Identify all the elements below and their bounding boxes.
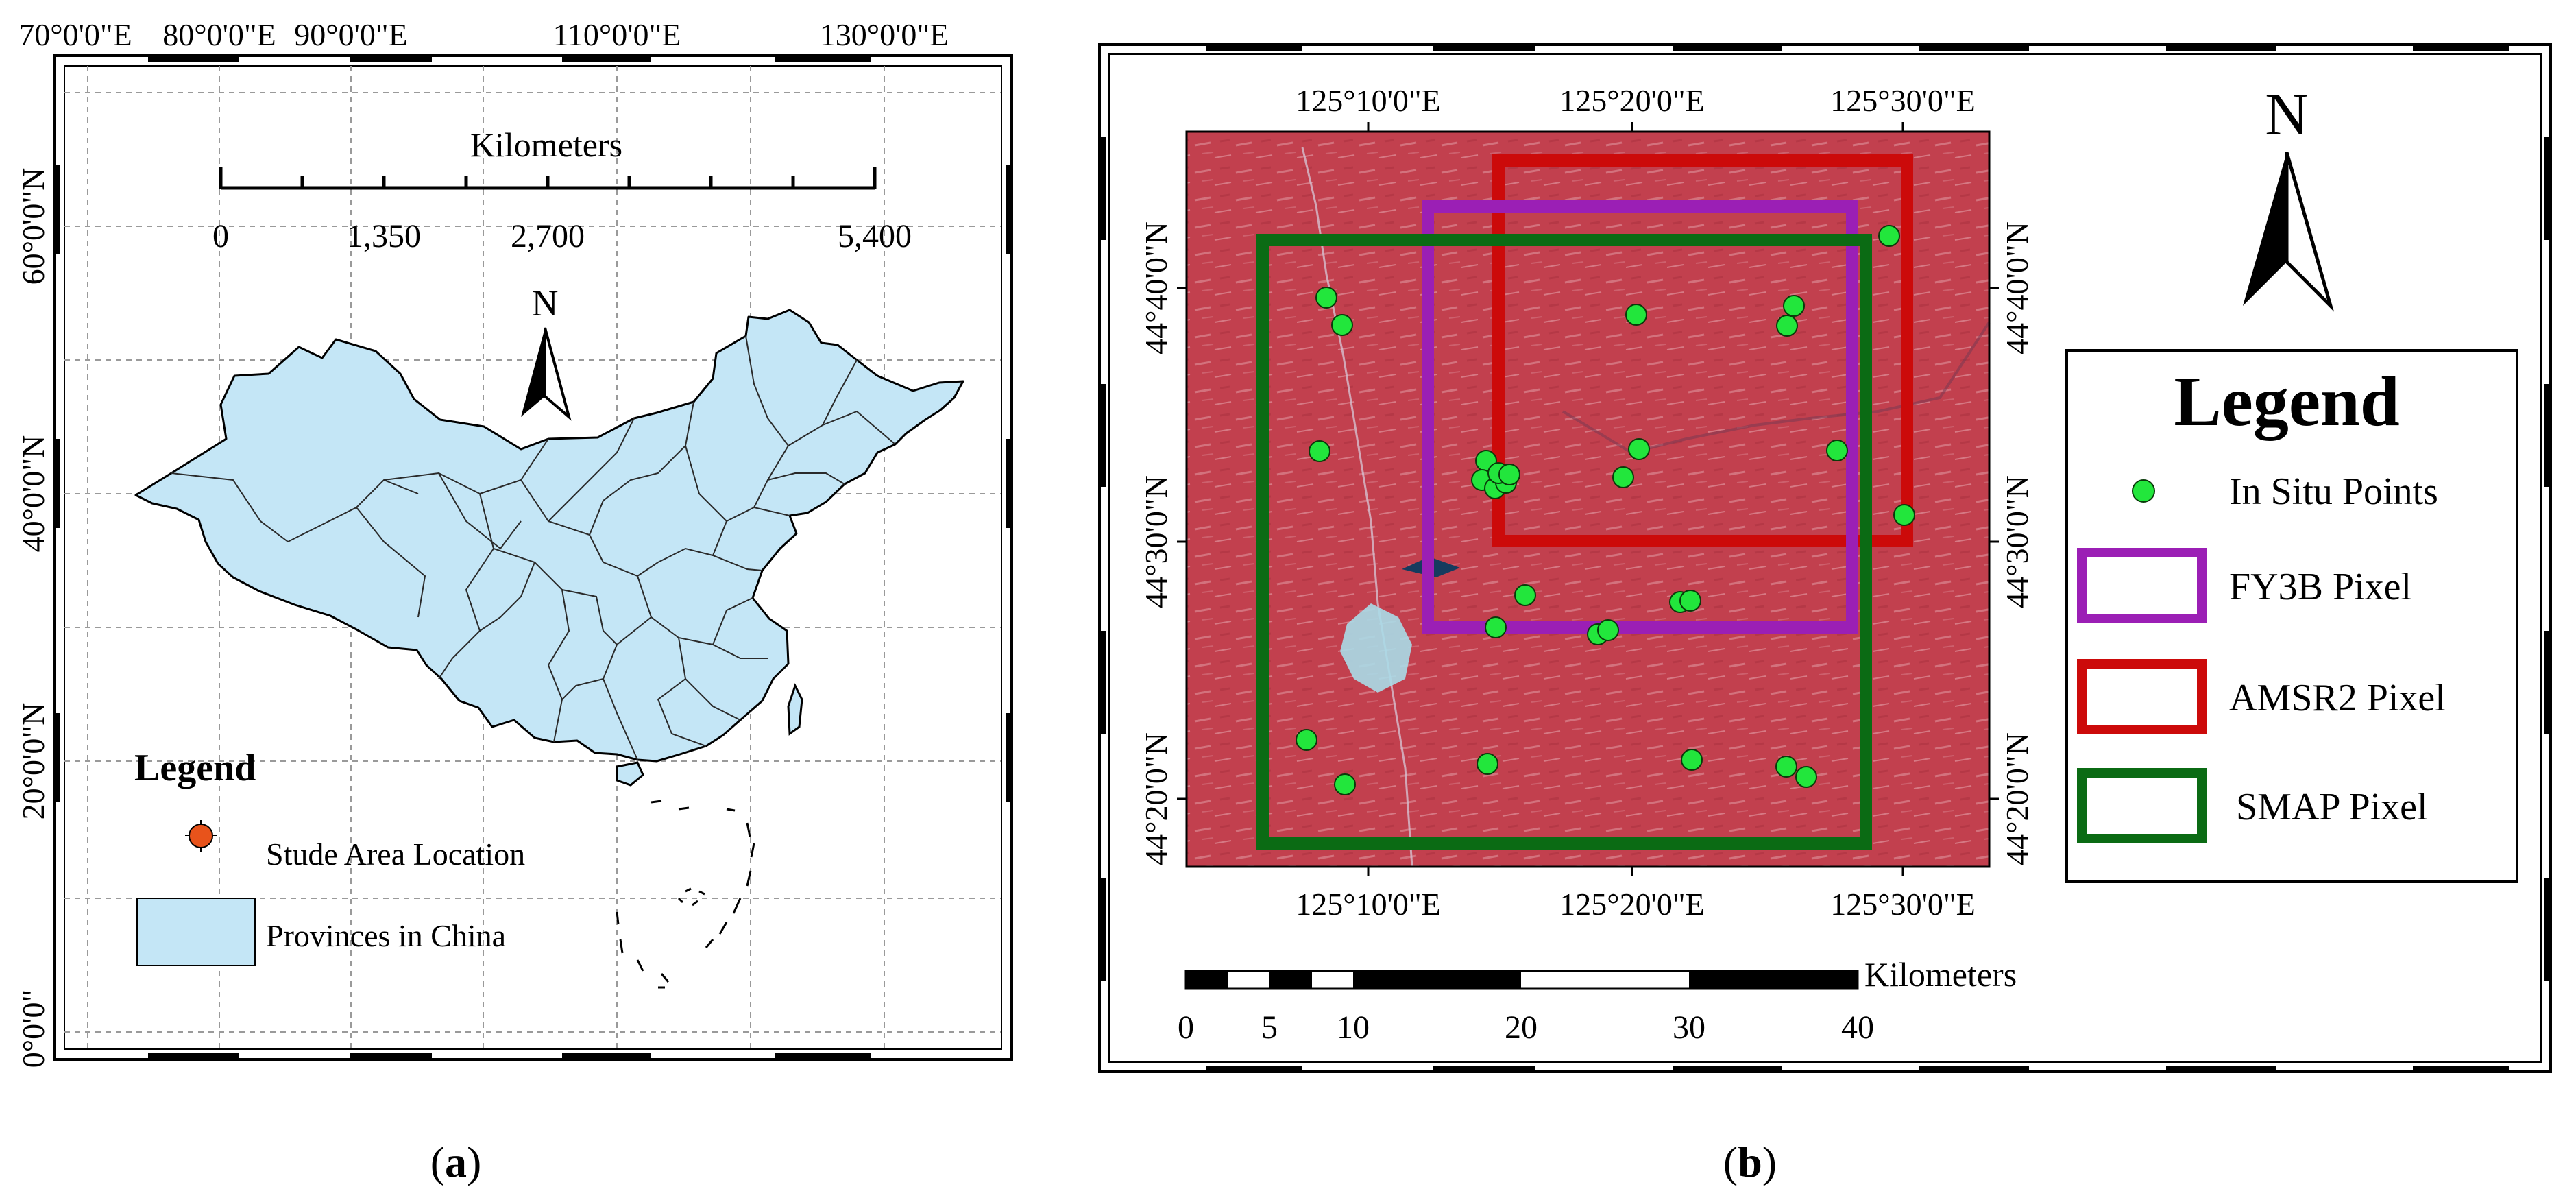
panel-b-caption: (b) [1723,1138,1777,1186]
in-situ-point [1514,584,1536,606]
in-situ-point [1776,315,1798,337]
panel-a-north-label: N [532,283,559,324]
panel-b-legend-item: AMSR2 Pixel [2229,677,2446,719]
in-situ-point [1498,464,1520,485]
panel-b-scale-tick: 10 [1337,1009,1370,1046]
province-swatch [136,898,256,966]
panel-b-lat-label: 44°30'0"N [1139,475,1174,608]
in-situ-point [1597,619,1619,641]
in-situ-point [1893,504,1915,526]
panel-b-lat-label: 44°40'0"N [1139,221,1174,355]
panel-b-lon-label: 125°20'0"E [1559,887,1705,922]
in-situ-point [1296,729,1317,751]
panel-b-lon-label: 125°30'0"E [1830,887,1976,922]
in-situ-point [1334,773,1356,795]
in-situ-point [1485,616,1507,638]
panel-a-lon-label: 80°0'0"E [162,17,276,52]
smap-swatch [2077,768,2207,843]
panel-b-legend-item: In Situ Points [2229,470,2438,513]
panel-a-frame-inner [64,65,1002,1050]
hainan-island [616,761,644,787]
in-situ-point [1309,440,1330,462]
fy3b-pixel [1422,200,1858,634]
panel-a-scale-tick: 5,400 [838,218,912,254]
in-situ-point [1679,590,1701,612]
panel-b-legend-item: FY3B Pixel [2229,566,2411,608]
panel-a-lon-label: 130°0'0"E [820,17,949,52]
panel-a-lat-label: 40°0'0"N [16,435,51,553]
taiwan-island [787,683,803,736]
panel-b-lat-label: 44°20'0"N [2000,732,2034,865]
panel-b-lat-label: 44°20'0"N [1139,732,1174,865]
panel-a-legend-item: Provinces in China [266,918,506,953]
in-situ-point [1878,225,1900,247]
panel-b-lat-label: 44°30'0"N [2000,475,2034,608]
panel-a-legend-title: Legend [134,747,256,789]
south-china-sea-islands [616,800,755,989]
panel-b-legend-item: SMAP Pixel [2236,786,2428,828]
china-provinces-map [134,309,964,989]
panel-b-legend-title: Legend [2174,362,2399,441]
in-situ-points [1296,225,1915,795]
panel-b-lon-label: 125°30'0"E [1830,83,1976,118]
amsr2-pixel [1492,154,1913,547]
panel-b-north-label: N [2265,82,2309,148]
panel-b-study-area: 125°10'0"E 125°20'0"E 125°30'0"E 125°10'… [1098,43,2552,1186]
panel-a-lat-label: 60°0'0"N [16,168,51,285]
panel-a-north-arrow: N [521,283,572,421]
study-area-symbol [185,820,217,852]
in-situ-point [1628,438,1650,460]
fy3b-swatch [2077,548,2207,623]
panel-b-scale-bar: Kilometers 0 5 10 20 30 40 [1178,955,2017,1046]
panel-a-scale-tick: 1,350 [347,218,421,254]
panel-a-scale-tick: 2,700 [511,218,585,254]
panel-a-lon-label: 110°0'0"E [553,17,681,52]
in-situ-point [1826,440,1848,461]
in-situ-point [1315,287,1337,309]
panel-b-lon-label: 125°10'0"E [1296,887,1441,922]
panel-b-legend: Legend In Situ Points FY3B Pixel AMSR2 P… [2065,349,2518,883]
panel-b-lon-label: 125°10'0"E [1296,83,1441,118]
panel-b-scale-tick: 20 [1505,1009,1538,1046]
in-situ-point [1477,753,1498,775]
panel-b-scale-tick: 0 [1178,1009,1194,1046]
province-boundaries [171,335,896,760]
in-situ-point [1612,466,1634,488]
panel-b-scale-unit: Kilometers [1864,955,2017,994]
china-outline [134,309,964,763]
panel-b-scale-tick: 30 [1673,1009,1705,1046]
panel-a-caption: (a) [430,1138,482,1186]
panel-b-scale-tick: 5 [1261,1009,1278,1046]
panel-a-lat-label: 20°0'0"N [16,703,51,820]
panel-b-lon-label: 125°20'0"E [1559,83,1705,118]
in-situ-point [1783,295,1805,317]
panel-a-neatline-ticks [54,56,1012,1059]
panel-a-lat-label: 0°0'0" [16,989,51,1068]
panel-a-legend: Legend Stude Area Location Provinces in … [134,747,525,966]
panel-a-legend-item: Stude Area Location [266,837,525,872]
panel-b-north-arrow: N [2243,82,2335,312]
panel-b-neatline-ticks [1099,45,2551,1072]
in-situ-points-swatch [2132,479,2155,503]
amsr2-swatch [2077,659,2207,734]
smap-pixel [1256,234,1872,850]
in-situ-point [1681,749,1703,771]
in-situ-point [1775,756,1797,778]
panel-b-frame-inner [1108,53,2542,1063]
in-situ-point [1795,766,1817,788]
panel-b-lat-label: 44°40'0"N [2000,221,2034,355]
panel-a-scale-bar: Kilometers 0 1,350 2,700 5,400 [212,125,912,254]
panel-a-china-map: 70°0'0"E 80°0'0"E 90°0'0"E 110°0'0"E 130… [16,17,1013,1186]
urban-area [1340,603,1412,693]
in-situ-point [1625,304,1647,326]
panel-a-scale-title: Kilometers [470,125,622,164]
panel-a-lon-label: 90°0'0"E [294,17,408,52]
panel-a-scale-tick: 0 [212,218,229,254]
map-neatline [1185,130,1991,868]
panel-b-scale-tick: 40 [1841,1009,1874,1046]
panel-a-lon-label: 70°0'0"E [19,17,132,52]
in-situ-point [1331,314,1353,336]
